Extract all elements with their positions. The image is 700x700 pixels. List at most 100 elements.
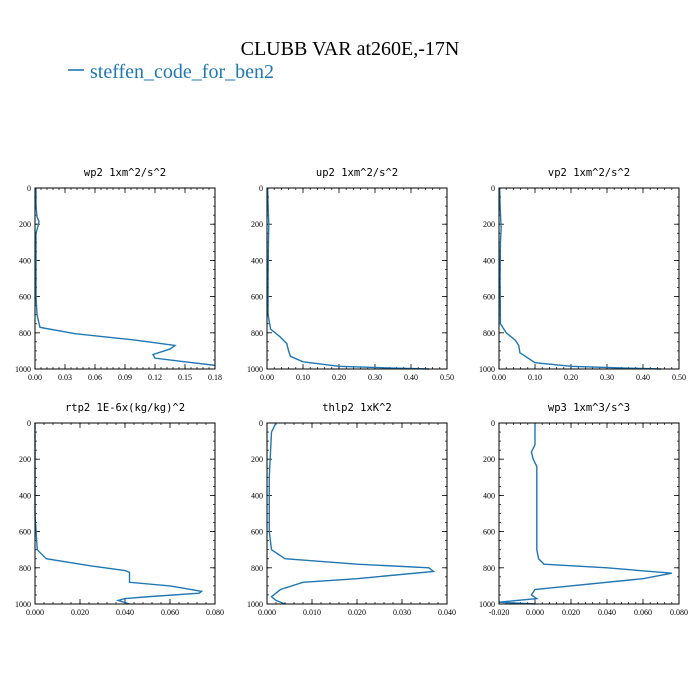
y-tick-label: 400 xyxy=(19,491,31,500)
y-tick-label: 1000 xyxy=(479,600,495,609)
plot-frame xyxy=(498,422,680,605)
panels: wp2 1xm^2/s^2 0.00 0.03 0.06 0.09 0.12 0.15 0.1… xyxy=(15,167,688,617)
y-tick-label: 800 xyxy=(19,329,31,338)
y-tick-label: 200 xyxy=(19,220,31,229)
series-line xyxy=(35,188,216,367)
y-tick-label: 0 xyxy=(27,184,31,193)
series-line xyxy=(499,187,662,370)
y-tick-label: 200 xyxy=(251,455,263,464)
y-tick-label: 200 xyxy=(19,455,31,464)
x-tick-label: 0.00 xyxy=(260,373,274,382)
y-tick-label: 600 xyxy=(483,293,495,302)
panel-1: wp2 1xm^2/s^2 0.00 0.03 0.06 0.09 0.12 0.15 0.1… xyxy=(15,167,222,382)
y-tick-label: 400 xyxy=(251,256,263,265)
panel-title: vp2 1xm^2/s^2 xyxy=(548,167,630,179)
y-tick-label: 600 xyxy=(251,293,263,302)
panel-title: thlp2 1xK^2 xyxy=(322,402,392,414)
panel-title: rtp2 1E-6x(kg/kg)^2 xyxy=(65,402,185,414)
x-tick-label: -0.020 xyxy=(489,608,510,617)
x-tick-label: 0.000 xyxy=(526,608,544,617)
x-tick-label: 0.00 xyxy=(492,373,506,382)
x-tick-label: 0.020 xyxy=(562,608,580,617)
y-tick-label: 200 xyxy=(251,220,263,229)
y-tick-label: 1000 xyxy=(15,600,31,609)
x-tick-label: 0.50 xyxy=(672,373,686,382)
x-tick-label: 0.50 xyxy=(440,373,454,382)
y-tick-label: 1000 xyxy=(15,365,31,374)
y-tick-label: 400 xyxy=(251,491,263,500)
panel-6: wp3 1xm^3/s^3 -0.020 0.000 0.020 0.040 0.060 0… xyxy=(479,402,688,617)
plot-frame xyxy=(266,422,448,605)
y-tick-label: 0 xyxy=(491,419,495,428)
y-tick-label: 1000 xyxy=(247,600,263,609)
panel-5: thlp2 1xK^2 0.000 0.010 0.020 0.030 0.040 0 200… xyxy=(247,402,456,617)
x-tick-label: 0.00 xyxy=(28,373,42,382)
x-tick-label: 0.18 xyxy=(208,373,222,382)
y-tick-label: 600 xyxy=(19,528,31,537)
panel-title: up2 1xm^2/s^2 xyxy=(316,167,398,179)
x-tick-label: 0.020 xyxy=(348,608,366,617)
y-tick-label: 200 xyxy=(483,455,495,464)
panel-2: up2 1xm^2/s^2 0.00 0.10 0.20 0.30 0.40 0.50 0 20… xyxy=(247,167,454,382)
y-tick-label: 800 xyxy=(251,329,263,338)
x-tick-label: 0.010 xyxy=(303,608,321,617)
x-tick-label: 0.09 xyxy=(118,373,132,382)
y-tick-label: 1000 xyxy=(247,365,263,374)
x-tick-label: 0.040 xyxy=(598,608,616,617)
y-tick-label: 0 xyxy=(491,184,495,193)
figure-title: CLUBB VAR at260E,-17N xyxy=(241,38,460,60)
series-line xyxy=(498,423,672,605)
x-tick-label: 0.080 xyxy=(206,608,224,617)
series-line xyxy=(267,187,430,370)
legend: steffen_code_for_ben2 xyxy=(68,61,274,83)
legend-label: steffen_code_for_ben2 xyxy=(90,61,274,83)
series-line xyxy=(34,423,204,605)
y-tick-label: 400 xyxy=(19,256,31,265)
y-tick-label: 800 xyxy=(251,564,263,573)
y-tick-label: 800 xyxy=(483,329,495,338)
x-tick-label: 0.15 xyxy=(178,373,192,382)
plot-frame xyxy=(34,187,216,370)
panel-title: wp2 1xm^2/s^2 xyxy=(84,167,166,179)
y-tick-label: 800 xyxy=(483,564,495,573)
x-tick-label: 0.060 xyxy=(161,608,179,617)
y-tick-label: 600 xyxy=(483,528,495,537)
plot-frame xyxy=(498,187,680,370)
x-tick-label: 0.10 xyxy=(296,373,310,382)
x-tick-label: 0.060 xyxy=(634,608,652,617)
y-tick-label: 600 xyxy=(19,293,31,302)
x-tick-label: 0.020 xyxy=(71,608,89,617)
plot-frame xyxy=(266,187,448,370)
x-tick-label: 0.000 xyxy=(258,608,276,617)
y-tick-label: 200 xyxy=(483,220,495,229)
x-tick-label: 0.040 xyxy=(438,608,456,617)
x-tick-label: 0.30 xyxy=(600,373,614,382)
x-tick-label: 0.20 xyxy=(564,373,578,382)
panel-4: rtp2 1E-6x(kg/kg)^2 0.000 0.020 0.040 0.060 0… xyxy=(15,402,224,617)
y-tick-label: 800 xyxy=(19,564,31,573)
y-tick-label: 1000 xyxy=(479,365,495,374)
y-tick-label: 0 xyxy=(259,184,263,193)
y-tick-label: 400 xyxy=(483,256,495,265)
x-tick-label: 0.20 xyxy=(332,373,346,382)
x-tick-label: 0.30 xyxy=(368,373,382,382)
plot-frame xyxy=(34,422,216,605)
y-tick-label: 400 xyxy=(483,491,495,500)
panel-title: wp3 1xm^3/s^3 xyxy=(548,402,630,414)
x-tick-label: 0.06 xyxy=(88,373,102,382)
y-tick-label: 0 xyxy=(259,419,263,428)
x-tick-label: 0.12 xyxy=(148,373,162,382)
panel-3: vp2 1xm^2/s^2 0.00 0.10 0.20 0.30 0.40 0.50 0 20… xyxy=(479,167,686,382)
x-tick-label: 0.40 xyxy=(636,373,650,382)
y-tick-label: 600 xyxy=(251,528,263,537)
x-tick-label: 0.03 xyxy=(58,373,72,382)
x-tick-label: 0.10 xyxy=(528,373,542,382)
series-line xyxy=(268,422,436,605)
x-tick-label: 0.40 xyxy=(404,373,418,382)
x-tick-label: 0.000 xyxy=(26,608,44,617)
x-tick-label: 0.040 xyxy=(116,608,134,617)
x-tick-label: 0.080 xyxy=(670,608,688,617)
x-tick-label: 0.030 xyxy=(393,608,411,617)
y-tick-label: 0 xyxy=(27,419,31,428)
